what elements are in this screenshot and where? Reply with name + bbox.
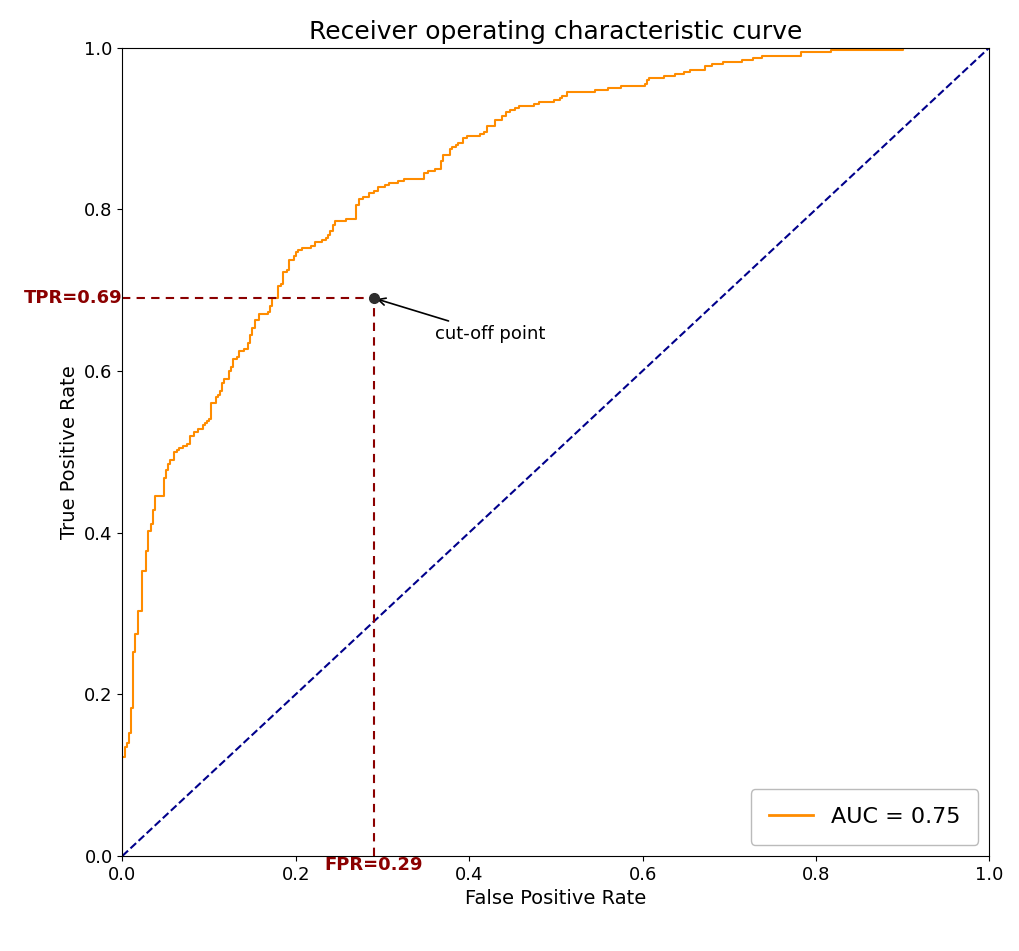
Legend: AUC = 0.75: AUC = 0.75 — [750, 789, 977, 844]
Text: FPR=0.29: FPR=0.29 — [324, 856, 423, 874]
X-axis label: False Positive Rate: False Positive Rate — [465, 889, 646, 908]
Text: cut-off point: cut-off point — [378, 299, 544, 342]
Y-axis label: True Positive Rate: True Positive Rate — [59, 365, 78, 538]
Title: Receiver operating characteristic curve: Receiver operating characteristic curve — [309, 20, 802, 44]
Text: TPR=0.69: TPR=0.69 — [23, 289, 122, 307]
